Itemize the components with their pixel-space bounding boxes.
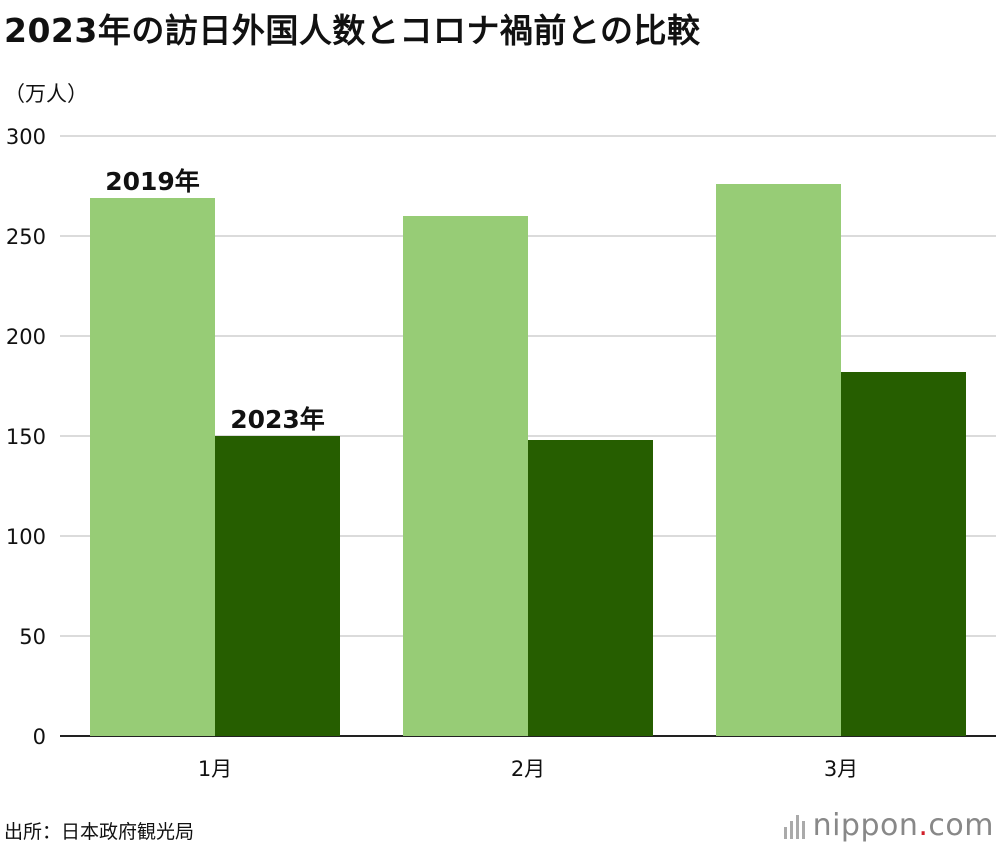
x-tick-label: 3月: [824, 757, 858, 781]
y-axis-unit-label: （万人）: [4, 82, 88, 106]
series-label: 2019年: [105, 167, 200, 196]
y-tick-label: 300: [6, 125, 46, 149]
bar-chart: 0 50 100 150 200 250 300 1月 2月 3月 2019年 2023年: [6, 125, 996, 781]
bar: [716, 184, 841, 736]
x-axis-ticks: 1月 2月 3月: [198, 757, 858, 781]
logo-text-left: nippon: [812, 808, 919, 843]
y-tick-label: 150: [6, 425, 46, 449]
y-tick-label: 50: [19, 625, 46, 649]
bar: [841, 372, 966, 736]
x-tick-label: 2月: [511, 757, 545, 781]
series-labels: 2019年 2023年: [105, 167, 325, 434]
y-tick-label: 0: [33, 725, 46, 749]
bars: [90, 184, 966, 736]
bar: [90, 198, 215, 736]
chart-title: 2023年の訪日外国人数とコロナ禍前との比較: [4, 11, 701, 50]
x-tick-label: 1月: [198, 757, 232, 781]
y-tick-label: 200: [6, 325, 46, 349]
bar: [215, 436, 340, 736]
series-label: 2023年: [230, 405, 325, 434]
nippon-logo: nippon. com: [783, 808, 994, 843]
bar: [528, 440, 653, 736]
bar: [403, 216, 528, 736]
y-axis-ticks: 0 50 100 150 200 250 300: [6, 125, 46, 749]
logo-dot: .: [918, 808, 929, 843]
logo-bars-icon: [783, 813, 805, 839]
y-tick-label: 250: [6, 225, 46, 249]
y-tick-label: 100: [6, 525, 46, 549]
source-note: 出所：日本政府観光局: [4, 821, 195, 843]
logo-text-right: com: [928, 808, 994, 843]
